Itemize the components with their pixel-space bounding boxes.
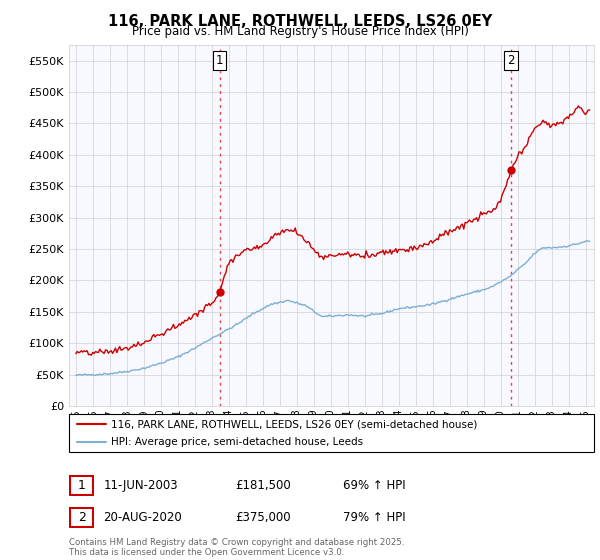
Text: Price paid vs. HM Land Registry's House Price Index (HPI): Price paid vs. HM Land Registry's House … xyxy=(131,25,469,38)
Text: £375,000: £375,000 xyxy=(235,511,291,524)
Text: HPI: Average price, semi-detached house, Leeds: HPI: Average price, semi-detached house,… xyxy=(111,437,363,447)
Text: £181,500: £181,500 xyxy=(235,479,291,492)
Text: 69% ↑ HPI: 69% ↑ HPI xyxy=(343,479,406,492)
Text: 1: 1 xyxy=(216,54,223,67)
Text: Contains HM Land Registry data © Crown copyright and database right 2025.
This d: Contains HM Land Registry data © Crown c… xyxy=(69,538,404,557)
Text: 116, PARK LANE, ROTHWELL, LEEDS, LS26 0EY: 116, PARK LANE, ROTHWELL, LEEDS, LS26 0E… xyxy=(108,14,492,29)
Text: 20-AUG-2020: 20-AUG-2020 xyxy=(103,511,182,524)
Text: 1: 1 xyxy=(77,479,86,492)
Text: 116, PARK LANE, ROTHWELL, LEEDS, LS26 0EY (semi-detached house): 116, PARK LANE, ROTHWELL, LEEDS, LS26 0E… xyxy=(111,419,478,429)
Text: 2: 2 xyxy=(508,54,515,67)
Text: 79% ↑ HPI: 79% ↑ HPI xyxy=(343,511,406,524)
Text: 2: 2 xyxy=(77,511,86,524)
Text: 11-JUN-2003: 11-JUN-2003 xyxy=(103,479,178,492)
